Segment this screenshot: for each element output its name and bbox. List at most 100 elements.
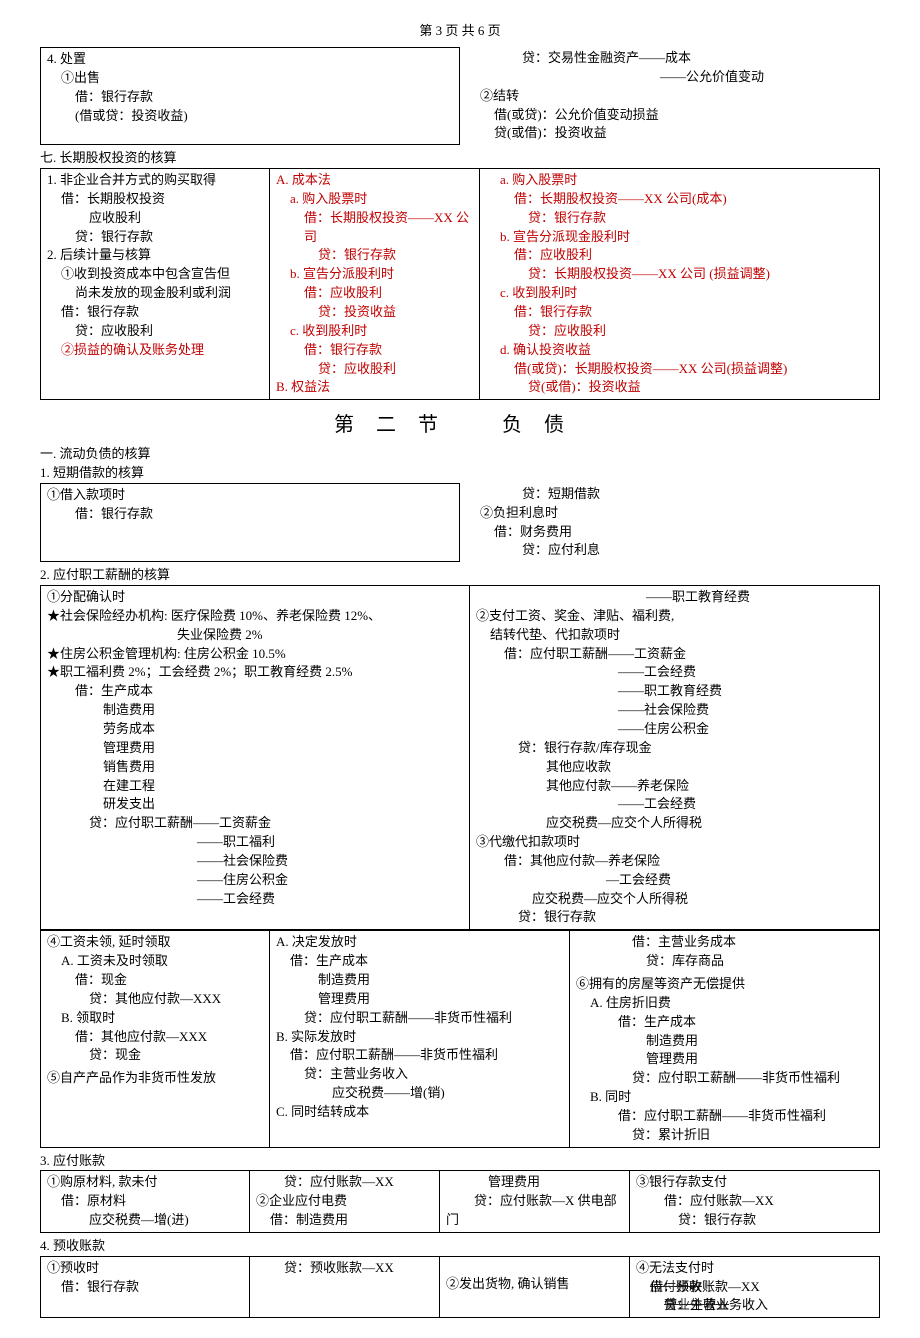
text: 借：应收股利	[276, 284, 473, 303]
text: 贷：库存商品	[576, 952, 873, 971]
text: 贷：银行存款	[486, 209, 873, 228]
text: 管理费用	[276, 990, 563, 1009]
salary-right: ——职工教育经费 ②支付工资、奖金、津贴、福利费, 结转代垫、代扣款项时 借：应…	[470, 585, 880, 930]
text: 失业保险费 2%	[47, 626, 463, 645]
text: 贷：长期股权投资——XX 公司 (损益调整)	[486, 265, 873, 284]
text: 贷：银行存款	[276, 246, 473, 265]
text: ⑤自产产品作为非货币性发放	[47, 1069, 263, 1088]
text: 贷(或借)：投资收益	[486, 378, 873, 397]
text: ③银行存款支付	[636, 1173, 873, 1192]
text: ①购原材料, 款未付	[47, 1173, 243, 1192]
text: ②结转	[466, 87, 874, 106]
text: A. 决定发放时	[276, 933, 563, 952]
text: 借：原材料	[47, 1192, 243, 1211]
text: ——职工教育经费	[476, 588, 873, 607]
page-header: 第 3 页 共 6 页	[40, 20, 880, 39]
text: 借：生产成本	[47, 682, 463, 701]
text: ①预收时	[47, 1259, 243, 1278]
text: 贷：主营业务收入 营业外收入	[636, 1296, 873, 1315]
text: 贷：累计折旧	[576, 1126, 873, 1145]
salary-4-box: ④工资未领, 延时领取 A. 工资未及时领取 借：现金 贷：其他应付款—XXX …	[40, 930, 270, 1147]
text: 2. 后续计量与核算	[47, 246, 263, 265]
text: ——职工福利	[47, 833, 463, 852]
text: 借：制造费用	[256, 1211, 433, 1230]
text: 贷：银行存款	[636, 1211, 873, 1230]
section-heading: 七. 长期股权投资的核算	[40, 149, 880, 168]
text: 贷：主营业务收入	[276, 1065, 563, 1084]
text: 借：银行存款	[486, 303, 873, 322]
text: 4. 处置	[47, 50, 453, 69]
text: 贷：应收股利	[486, 322, 873, 341]
text: 应交税费—应交个人所得税	[476, 890, 873, 909]
text: c. 收到股利时	[486, 284, 873, 303]
text: 管理费用	[446, 1173, 623, 1192]
section-title: 第二节 负债	[40, 408, 880, 437]
text: 借：预收账款—XX 应付账款	[636, 1278, 873, 1297]
disposal-box: 4. 处置 ①出售 借：银行存款 (借或贷：投资收益)	[40, 47, 460, 145]
text: 应交税费—增(进)	[47, 1211, 243, 1230]
text: 借(或贷)：长期股权投资——XX 公司(损益调整)	[486, 360, 873, 379]
text: 借：银行存款	[276, 341, 473, 360]
text: 1. 非企业合并方式的购买取得	[47, 171, 263, 190]
text: ——工会经费	[47, 890, 463, 909]
ap-2: 贷：应付账款—XX ②企业应付电费 借：制造费用	[250, 1170, 440, 1233]
text: 借：应付职工薪酬——工资薪金	[476, 645, 873, 664]
text: 借(或贷)：公允价值变动损益	[466, 106, 874, 125]
text: 借：银行存款	[47, 303, 263, 322]
text: 借：生产成本	[576, 1013, 873, 1032]
text: B. 实际发放时	[276, 1028, 563, 1047]
text: 尚未发放的现金股利或利润	[47, 284, 263, 303]
text: 贷：应收股利	[47, 322, 263, 341]
text: 销售费用	[47, 758, 463, 777]
text: 借：其他应付款—XXX	[47, 1028, 263, 1047]
text: 贷：应付职工薪酬——非货币性福利	[276, 1009, 563, 1028]
disposal-right: 贷：交易性金融资产——成本 ——公允价值变动 ②结转 借(或贷)：公允价值变动损…	[460, 47, 880, 145]
text: 贷：短期借款	[466, 485, 874, 504]
equity-left: 1. 非企业合并方式的购买取得 借：长期股权投资 应收股利 贷：银行存款 2. …	[40, 168, 270, 400]
text: 借：银行存款	[47, 1278, 243, 1297]
text: 借：生产成本	[276, 952, 563, 971]
heading: 一. 流动负债的核算	[40, 445, 880, 464]
text: c. 收到股利时	[276, 322, 473, 341]
text: ⑥拥有的房屋等资产无偿提供	[576, 975, 873, 994]
text: 应收股利	[47, 209, 263, 228]
text: ★住房公积金管理机构: 住房公积金 10.5%	[47, 645, 463, 664]
text: ——工会经费	[476, 795, 873, 814]
text: 管理费用	[576, 1050, 873, 1069]
text: 借：银行存款	[47, 505, 453, 524]
text: A. 成本法	[276, 171, 473, 190]
text: ★职工福利费 2%；工会经费 2%；职工教育经费 2.5%	[47, 663, 463, 682]
text: 贷：银行存款	[476, 908, 873, 927]
equity-mid: A. 成本法 a. 购入股票时 借：长期股权投资——XX 公司 贷：银行存款 b…	[270, 168, 480, 400]
text: 门	[446, 1211, 623, 1230]
text: 劳务成本	[47, 720, 463, 739]
text: ★社会保险经办机构: 医疗保险费 10%、养老保险费 12%、	[47, 607, 463, 626]
text: 结转代垫、代扣款项时	[476, 626, 873, 645]
text: a. 购入股票时	[276, 190, 473, 209]
text: 制造费用	[276, 971, 563, 990]
text: 贷：其他应付款—XXX	[47, 990, 263, 1009]
text: 应交税费—应交个人所得税	[476, 814, 873, 833]
text: ——住房公积金	[47, 871, 463, 890]
text: 其他应收款	[476, 758, 873, 777]
text: B. 同时	[576, 1088, 873, 1107]
text: ——公允价值变动	[466, 68, 874, 87]
text: ①出售	[47, 69, 453, 88]
text: 借：应付职工薪酬——非货币性福利	[576, 1107, 873, 1126]
salary-6-box: 借：主营业务成本 贷：库存商品 ⑥拥有的房屋等资产无偿提供 A. 住房折旧费 借…	[570, 930, 880, 1147]
text: ——社会保险费	[47, 852, 463, 871]
text: C. 同时结转成本	[276, 1103, 563, 1122]
text: ①分配确认时	[47, 588, 463, 607]
text: 贷：应付账款—X 供电部	[446, 1192, 623, 1211]
text: 借：应收股利	[486, 246, 873, 265]
text: 贷：交易性金融资产——成本	[466, 49, 874, 68]
text: 贷：现金	[47, 1046, 263, 1065]
text: ②企业应付电费	[256, 1192, 433, 1211]
ap-4: ③银行存款支付 借：应付账款—XX 贷：银行存款	[630, 1170, 880, 1233]
text: 借：主营业务成本	[576, 933, 873, 952]
overlay-text: 营业外收入	[664, 1296, 729, 1315]
short-loan-right: 贷：短期借款 ②负担利息时 借：财务费用 贷：应付利息	[460, 483, 880, 562]
text: ②发出货物, 确认销售	[446, 1275, 623, 1294]
text: ④无法支付时	[636, 1259, 873, 1278]
text: (借或贷：投资收益)	[47, 107, 453, 126]
